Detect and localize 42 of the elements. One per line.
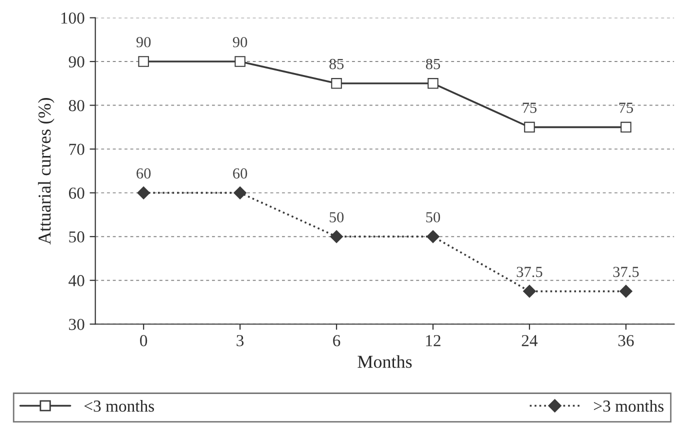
y-tick-label: 30	[69, 318, 84, 330]
y-tick-label: 70	[69, 144, 84, 156]
y-tick-label: 50	[69, 231, 84, 243]
point	[234, 186, 246, 200]
x-tick-label: 3	[236, 335, 244, 346]
y-tick-label: 80	[68, 100, 84, 112]
x-tick-label: 0	[140, 335, 148, 346]
data-label: 75	[619, 102, 633, 113]
x-axis-title: Months	[358, 355, 412, 368]
point	[138, 56, 149, 67]
point	[620, 284, 632, 298]
x-tick-label: 12	[426, 335, 440, 346]
data-label: 85	[426, 58, 440, 70]
y-tick-label: 100	[61, 12, 84, 24]
data-label: 60	[136, 168, 151, 179]
point	[331, 78, 342, 89]
data-label: 75	[522, 102, 537, 113]
legend-label: >3 months	[594, 400, 664, 412]
point	[428, 78, 438, 89]
point	[234, 56, 246, 67]
point	[523, 284, 536, 298]
point	[330, 230, 343, 243]
y-axis-title: Attuarial curves (%)	[38, 98, 54, 244]
y-tick-label: 40	[68, 275, 84, 286]
legend-label: <3 months	[84, 400, 154, 412]
data-label: 50	[426, 212, 440, 222]
y-tick-label: 60	[68, 188, 84, 199]
point	[524, 122, 535, 133]
data-label: 90	[136, 37, 151, 48]
data-label: 85	[329, 58, 344, 70]
point	[426, 230, 440, 243]
x-tick-label: 24	[522, 335, 538, 346]
y-tick-label: 90	[68, 56, 84, 68]
x-tick-label: 6	[333, 335, 340, 346]
data-label: 37.5	[516, 266, 542, 278]
data-label: 37.5	[613, 266, 639, 278]
data-label: 50	[330, 212, 344, 222]
data-label: 60	[233, 168, 248, 179]
point	[137, 186, 150, 200]
x-tick-label: 36	[618, 335, 634, 346]
data-label: 90	[232, 37, 248, 48]
point	[620, 122, 632, 133]
